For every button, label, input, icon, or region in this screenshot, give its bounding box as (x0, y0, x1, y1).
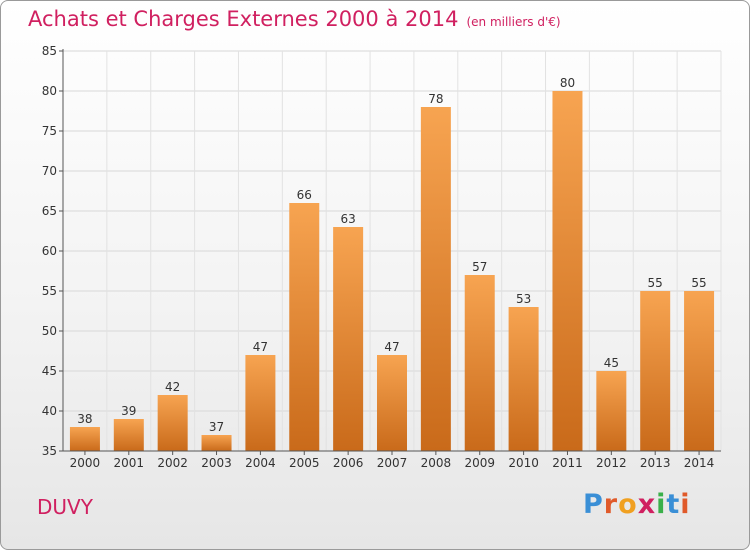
logo-letter: x (637, 489, 657, 520)
bar (684, 291, 715, 451)
chart-title: Achats et Charges Externes 2000 à 2014 (e… (28, 7, 561, 31)
bar (69, 427, 100, 451)
x-tick-label: 2008 (421, 456, 452, 470)
logo-letter: i (680, 489, 691, 520)
chart-title-text: Achats et Charges Externes 2000 à 2014 (28, 7, 459, 31)
x-tick-label: 2006 (333, 456, 364, 470)
bars (69, 91, 715, 451)
bar-value-label: 42 (165, 380, 180, 394)
bar (201, 435, 232, 451)
bar (508, 307, 539, 451)
x-tick-label: 2001 (114, 456, 145, 470)
bar-value-label: 39 (121, 404, 136, 418)
bar-value-label: 53 (516, 292, 531, 306)
axes (59, 49, 721, 455)
bar (464, 275, 495, 451)
bar-value-label: 78 (428, 92, 443, 106)
bar-value-label: 47 (384, 340, 399, 354)
bar-value-label: 55 (691, 276, 706, 290)
bar-value-label: 55 (648, 276, 663, 290)
bar (113, 419, 144, 451)
bar-value-label: 37 (209, 420, 224, 434)
bar (596, 371, 627, 451)
bar (377, 355, 407, 451)
bar-value-label: 45 (604, 356, 619, 370)
logo-letter: r (603, 489, 619, 520)
x-tick-label: 2002 (157, 456, 188, 470)
logo-letter: P (583, 489, 604, 520)
bar (420, 107, 451, 451)
x-tick-label: 2014 (684, 456, 715, 470)
y-tick-label: 45 (42, 364, 57, 378)
bar-value-label: 57 (472, 260, 487, 274)
bar (333, 227, 364, 451)
y-tick-label: 80 (42, 84, 57, 98)
logo-letter: i (656, 489, 667, 520)
x-tick-label: 2007 (377, 456, 408, 470)
y-tick-label: 65 (42, 204, 57, 218)
commune-name: DUVY (37, 495, 93, 519)
bar (640, 291, 671, 451)
bar-value-label: 38 (77, 412, 92, 426)
x-tick-label: 2013 (640, 456, 671, 470)
bar (157, 395, 188, 451)
bar-value-label: 63 (340, 212, 355, 226)
y-tick-label: 70 (42, 164, 57, 178)
y-tick-label: 85 (42, 44, 57, 58)
x-tick-label: 2009 (464, 456, 495, 470)
bar (289, 203, 320, 451)
y-tick-label: 35 (42, 444, 57, 458)
x-tick-label: 2010 (508, 456, 539, 470)
x-tick-label: 2000 (70, 456, 101, 470)
x-tick-label: 2003 (201, 456, 232, 470)
y-tick-label: 75 (42, 124, 57, 138)
x-tick-label: 2012 (596, 456, 627, 470)
bar (552, 91, 583, 451)
logo-letter: t (666, 489, 681, 520)
bar (245, 355, 276, 451)
x-tick-label: 2005 (289, 456, 320, 470)
bar-value-label: 80 (560, 76, 575, 90)
x-tick-label: 2004 (245, 456, 276, 470)
bar-value-label: 47 (253, 340, 268, 354)
y-tick-label: 60 (42, 244, 57, 258)
y-tick-label: 40 (42, 404, 57, 418)
proxiti-logo: Proxiti (583, 489, 691, 520)
y-tick-label: 55 (42, 284, 57, 298)
logo-letter: o (618, 489, 638, 520)
x-tick-label: 2011 (552, 456, 583, 470)
bar-value-label: 66 (297, 188, 312, 202)
labels: 35 40 45 50 55 60 65 70 75 80 85 38 2000 39 2001 42 2002… (42, 44, 715, 470)
chart-subtitle: (en milliers d'€) (466, 15, 561, 29)
y-tick-label: 50 (42, 324, 57, 338)
